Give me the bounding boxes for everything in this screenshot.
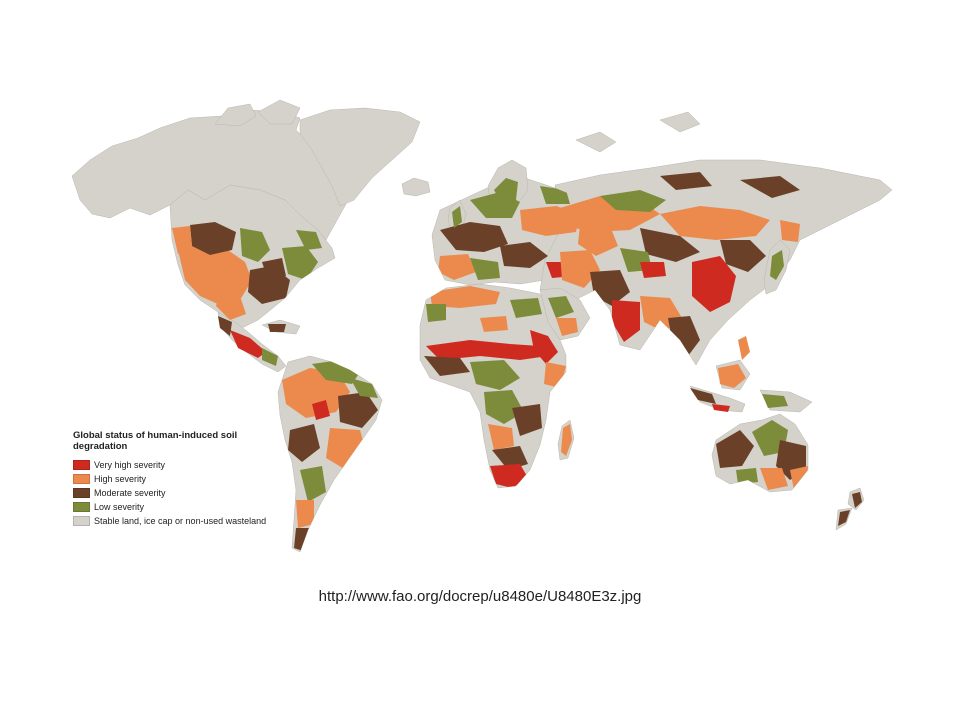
japan-degradation	[770, 250, 784, 280]
arabia-degradation-2	[556, 318, 578, 336]
legend-item: High severity	[73, 472, 293, 486]
legend-item: Moderate severity	[73, 486, 293, 500]
britain-degradation	[452, 206, 462, 228]
borneo-degradation	[718, 364, 746, 388]
source-url[interactable]: http://www.fao.org/docrep/u8480e/U8480E3…	[318, 588, 642, 605]
legend-swatch	[73, 474, 90, 484]
australia-degradation	[716, 420, 808, 490]
legend-label: Moderate severity	[94, 488, 166, 498]
philippines-degradation	[738, 336, 750, 360]
legend-swatch	[73, 488, 90, 498]
legend-swatch	[73, 460, 90, 470]
central-america-degradation	[218, 316, 286, 366]
java-degradation	[712, 404, 730, 412]
madagascar-degradation	[561, 424, 572, 456]
arabia-degradation	[548, 296, 574, 318]
legend-label: Low severity	[94, 502, 145, 512]
sumatra-degradation	[690, 388, 716, 404]
legend-label: Stable land, ice cap or non-used wastela…	[94, 516, 267, 526]
north-america-degradation	[172, 222, 322, 320]
legend-label: Very high severity	[94, 460, 166, 470]
map-legend: Global status of human-induced soil degr…	[73, 430, 293, 528]
new-zealand-degradation-2	[838, 510, 850, 526]
legend-items: Very high severity High severity Moderate …	[73, 458, 293, 528]
legend-title: Global status of human-induced soil degr…	[73, 430, 238, 452]
legend-item: Stable land, ice cap or non-used wastela…	[73, 514, 293, 528]
legend-item: Very high severity	[73, 458, 293, 472]
new-guinea-degradation	[762, 394, 788, 408]
legend-label: High severity	[94, 474, 147, 484]
legend-swatch	[73, 516, 90, 526]
legend-item: Low severity	[73, 500, 293, 514]
africa-degradation	[424, 286, 566, 488]
new-zealand-degradation	[852, 492, 862, 508]
asia-degradation	[560, 172, 800, 356]
legend-swatch	[73, 502, 90, 512]
scandinavia-degradation	[494, 178, 518, 204]
